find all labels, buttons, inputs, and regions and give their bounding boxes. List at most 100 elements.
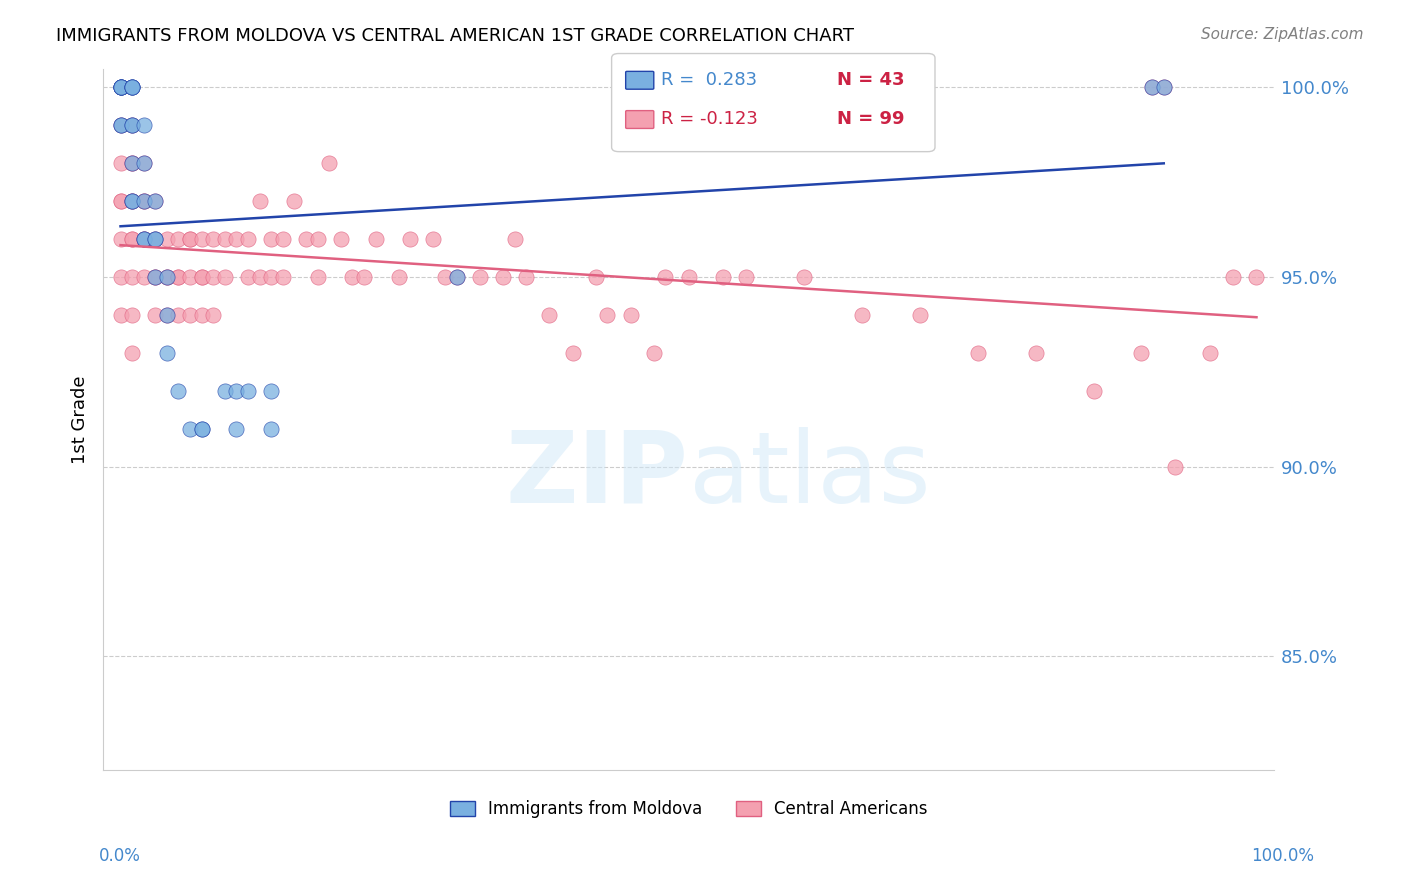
Point bbox=[121, 80, 143, 95]
Point bbox=[793, 270, 815, 285]
Point bbox=[1025, 346, 1047, 360]
Point bbox=[260, 384, 283, 398]
Point bbox=[167, 308, 190, 322]
Text: N = 43: N = 43 bbox=[837, 71, 904, 89]
Point bbox=[156, 232, 179, 246]
Point bbox=[225, 232, 247, 246]
Point bbox=[515, 270, 537, 285]
Point bbox=[190, 232, 212, 246]
Point bbox=[260, 270, 283, 285]
Point bbox=[110, 80, 132, 95]
Point bbox=[271, 270, 294, 285]
Point bbox=[585, 270, 607, 285]
Point bbox=[156, 308, 179, 322]
Point bbox=[910, 308, 932, 322]
Point bbox=[132, 232, 155, 246]
Legend: Immigrants from Moldova, Central Americans: Immigrants from Moldova, Central America… bbox=[443, 794, 934, 825]
Point bbox=[307, 270, 329, 285]
Point bbox=[503, 232, 526, 246]
Point bbox=[156, 270, 179, 285]
Point bbox=[735, 270, 758, 285]
Point bbox=[143, 270, 166, 285]
Point bbox=[190, 270, 212, 285]
Point bbox=[260, 232, 283, 246]
Point bbox=[295, 232, 318, 246]
Point bbox=[167, 384, 190, 398]
Point bbox=[190, 422, 212, 436]
Point bbox=[132, 119, 155, 133]
Point bbox=[121, 308, 143, 322]
Point bbox=[143, 232, 166, 246]
Text: ZIP: ZIP bbox=[506, 427, 689, 524]
Point bbox=[110, 80, 132, 95]
Point bbox=[329, 232, 352, 246]
Point bbox=[190, 422, 212, 436]
Point bbox=[121, 232, 143, 246]
Point bbox=[167, 270, 190, 285]
Point bbox=[179, 308, 201, 322]
Point bbox=[446, 270, 468, 285]
Point bbox=[1140, 80, 1163, 95]
Point bbox=[110, 80, 132, 95]
Point bbox=[132, 232, 155, 246]
Point bbox=[399, 232, 422, 246]
Point bbox=[110, 194, 132, 209]
Point bbox=[1153, 80, 1175, 95]
Point bbox=[1153, 80, 1175, 95]
Point bbox=[271, 232, 294, 246]
Point bbox=[121, 194, 143, 209]
Point bbox=[1083, 384, 1105, 398]
Point bbox=[110, 119, 132, 133]
Point bbox=[121, 156, 143, 170]
Point bbox=[851, 308, 873, 322]
Point bbox=[156, 308, 179, 322]
Point bbox=[110, 119, 132, 133]
Point bbox=[214, 232, 236, 246]
Point bbox=[121, 194, 143, 209]
Point bbox=[1164, 459, 1187, 474]
Point bbox=[225, 422, 247, 436]
Point bbox=[236, 270, 259, 285]
Point bbox=[110, 232, 132, 246]
Point bbox=[143, 270, 166, 285]
Point bbox=[1140, 80, 1163, 95]
Point bbox=[143, 232, 166, 246]
Point bbox=[1199, 346, 1222, 360]
Point bbox=[202, 270, 225, 285]
Point bbox=[121, 119, 143, 133]
Point bbox=[179, 232, 201, 246]
Point bbox=[121, 119, 143, 133]
Point bbox=[132, 232, 155, 246]
Point bbox=[190, 308, 212, 322]
Point bbox=[364, 232, 387, 246]
Point bbox=[121, 80, 143, 95]
Point bbox=[318, 156, 340, 170]
Point bbox=[1222, 270, 1244, 285]
Point bbox=[179, 270, 201, 285]
Point bbox=[1129, 346, 1152, 360]
Point bbox=[468, 270, 491, 285]
Point bbox=[132, 156, 155, 170]
Point bbox=[793, 80, 815, 95]
Point bbox=[121, 80, 143, 95]
Point bbox=[619, 308, 641, 322]
Point bbox=[132, 156, 155, 170]
Text: 100.0%: 100.0% bbox=[1251, 847, 1315, 865]
Point bbox=[121, 156, 143, 170]
Point bbox=[156, 346, 179, 360]
Point bbox=[214, 384, 236, 398]
Point bbox=[132, 232, 155, 246]
Point bbox=[596, 308, 619, 322]
Point bbox=[132, 194, 155, 209]
Point bbox=[110, 270, 132, 285]
Point bbox=[342, 270, 364, 285]
Point bbox=[156, 270, 179, 285]
Point bbox=[121, 156, 143, 170]
Point bbox=[538, 308, 561, 322]
Point bbox=[434, 270, 457, 285]
Point bbox=[260, 422, 283, 436]
Point bbox=[654, 270, 676, 285]
Point bbox=[167, 270, 190, 285]
Point bbox=[1246, 270, 1268, 285]
Text: N = 99: N = 99 bbox=[837, 110, 904, 128]
